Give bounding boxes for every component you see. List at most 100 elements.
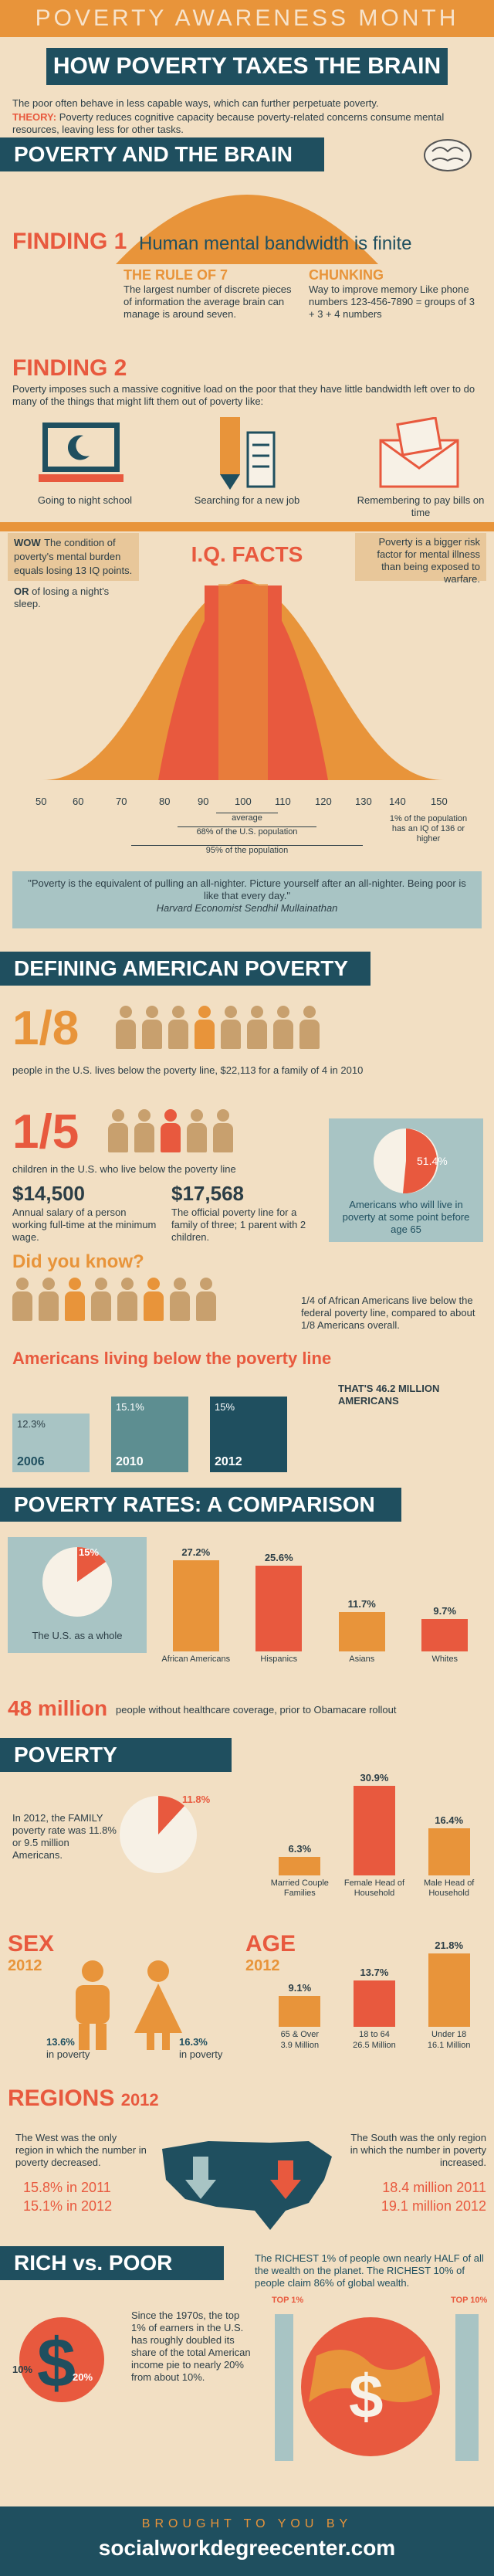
person-icon (12, 1278, 32, 1321)
sex-title: SEX (8, 1931, 55, 1957)
or-box: OR of losing a night's sleep. (14, 585, 130, 610)
chart-bar-label: Asians (349, 1655, 375, 1664)
female-figure-icon (134, 1960, 182, 2050)
people-row-african (12, 1278, 222, 1325)
chart-bar-sublabel: 3.9 Million (280, 2041, 320, 2050)
west-2011: 15.8% in 2011 (23, 2180, 111, 2195)
year-label-2012: 2012 (215, 1455, 242, 1468)
iq-tick-130: 130 (355, 796, 372, 807)
year-label-2010: 2010 (116, 1455, 144, 1468)
footer-brought: BROUGHT TO YOU BY (141, 2517, 353, 2530)
person-icon (299, 1006, 320, 1049)
chart-bar-label: Male Head of Household (423, 1879, 475, 1898)
household-chart: 6.3% Married Couple Families 30.9% Female H… (262, 1769, 486, 1900)
iq-axis: 50 60 70 80 90 100 110 120 130 140 150 (36, 796, 468, 811)
person-icon (39, 1278, 59, 1321)
chunk-text: Way to improve memory Like phone numbers… (309, 283, 475, 320)
person-icon (144, 1278, 164, 1321)
west-2012: 15.1% in 2012 (23, 2198, 113, 2214)
people-row-eighth (116, 1006, 326, 1053)
iq-title: I.Q. FACTS (191, 542, 303, 566)
salary-text: Annual salary of a person working full-t… (12, 1207, 157, 1243)
chart-bar (353, 1980, 396, 2027)
pct-20: 20% (73, 2371, 93, 2383)
iq-95: 95% of the population (131, 845, 363, 856)
chart-bar-value: 11.7% (347, 1598, 376, 1610)
pie-box: 51.4% Americans who will live in poverty… (329, 1118, 483, 1242)
chart-bar-label: 65 & Over (280, 2030, 320, 2039)
quote-text: "Poverty is the equivalent of pulling an… (28, 877, 466, 901)
person-icon (187, 1109, 207, 1152)
uninsured-value: 48 million (8, 1696, 108, 1720)
person-icon (273, 1006, 293, 1049)
iq-68: 68% of the U.S. population (178, 826, 316, 837)
person-icon (161, 1109, 181, 1152)
person-icon (213, 1109, 233, 1152)
chart-bar-label: Under 18 (431, 2030, 467, 2039)
frac-1-8-text: people in the U.S. lives below the pover… (12, 1064, 364, 1076)
top10-bar (455, 2314, 479, 2461)
chart-bar-label: 18 to 64 (359, 2030, 390, 2039)
computer-icon (39, 423, 124, 482)
year-bar-2006: 12.3% 2006 (12, 1414, 90, 1472)
us-label: The U.S. as a whole (32, 1630, 123, 1641)
male-in-poverty: in poverty (46, 2048, 90, 2060)
us-pie (42, 1546, 112, 1617)
section-defining-title: DEFINING AMERICAN POVERTY (0, 952, 370, 986)
section-poverty-title: POVERTY (0, 1738, 232, 1772)
person-icon (221, 1006, 241, 1049)
top1-label: TOP 1% (272, 2296, 304, 2305)
us-value: 15% (79, 1546, 100, 1558)
year-label-2006: 2006 (17, 1455, 45, 1468)
finding2-label: FINDING 2 (12, 355, 127, 381)
finding1-label: FINDING 1 (12, 229, 127, 254)
age-chart: 9.1% 65 & Over 3.9 Million 13.7% 18 to 64 26.… (262, 1936, 486, 2059)
line-text: The official poverty line for a family o… (171, 1207, 306, 1243)
salary-value: $14,500 (12, 1182, 85, 1205)
footer-site[interactable]: socialworkdegreecenter.com (98, 2536, 396, 2560)
iq-tick-120: 120 (315, 796, 332, 807)
iq-tick-100: 100 (235, 796, 252, 807)
globe-dollar-glyph: $ (349, 2362, 384, 2431)
south-2011: 18.4 million 2011 (382, 2180, 486, 2195)
iq-tick-140: 140 (389, 796, 406, 807)
chart-bar-value: 21.8% (435, 1940, 464, 1952)
chart-bar-value: 6.3% (288, 1843, 312, 1855)
quote-box: "Poverty is the equivalent of pulling an… (12, 871, 482, 928)
theory-text: Poverty reduces cognitive capacity becau… (12, 111, 445, 135)
female-value: 16.3% (179, 2036, 208, 2048)
iq-divider (0, 522, 494, 531)
year-value-2006: 12.3% (17, 1418, 46, 1430)
people-row-fifth (108, 1109, 239, 1156)
finding2-text: Poverty imposes such a massive cognitive… (12, 383, 475, 407)
person-icon (108, 1109, 128, 1152)
since-text: Since the 1970s, the top 1% of earners i… (131, 2310, 251, 2383)
chart-bar-label: Female Head of Household (343, 1879, 405, 1898)
chart-bar (255, 1566, 303, 1651)
rule-text: The largest number of discrete pieces of… (124, 283, 292, 320)
person-icon (247, 1006, 267, 1049)
chart-bar (421, 1618, 469, 1651)
year-bar-2012: 15% 2012 (210, 1397, 287, 1472)
top1-bar (275, 2314, 293, 2461)
sex-year: 2012 (8, 1957, 42, 1974)
icon-label-school: Going to night school (37, 494, 133, 506)
header-top: POVERTY AWARENESS MONTH (0, 0, 494, 37)
us-pie-box: 15% The U.S. as a whole (8, 1537, 147, 1653)
person-icon (65, 1278, 85, 1321)
intro-theory: THEORY: Poverty reduces cognitive capaci… (12, 111, 482, 136)
top10-label: TOP 10% (451, 2296, 488, 2305)
or-label: OR (14, 585, 29, 597)
chart-bar-value: 25.6% (264, 1552, 293, 1564)
pie-514: 51.4% (374, 1128, 448, 1194)
uninsured-text: people without healthcare coverage, prio… (116, 1704, 397, 1716)
intro-line: The poor often behave in less capable wa… (12, 97, 379, 109)
frac-1-8: 1/8 (12, 1002, 80, 1055)
chart-bar-value: 9.1% (288, 1982, 312, 1994)
chart-bar-sublabel: 26.5 Million (353, 2041, 396, 2050)
pencil-icon (220, 417, 276, 490)
south-text: The South was the only region in which t… (350, 2132, 486, 2168)
female-in-poverty: in poverty (179, 2048, 223, 2060)
male-value: 13.6% (46, 2036, 75, 2048)
richest-text: The RICHEST 1% of people own nearly HALF… (255, 2252, 484, 2289)
